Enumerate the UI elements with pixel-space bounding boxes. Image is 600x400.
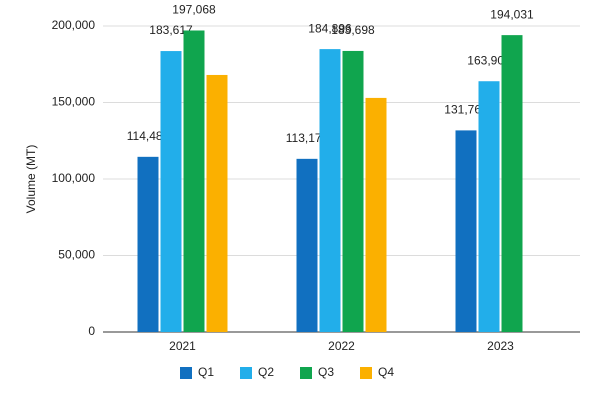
legend-swatch bbox=[300, 367, 312, 379]
bar bbox=[501, 35, 523, 332]
data-label: 163,901 bbox=[467, 53, 511, 67]
bar bbox=[183, 30, 205, 332]
data-label: 113,175 bbox=[286, 131, 329, 145]
data-label: 183,617 bbox=[149, 23, 193, 37]
bar bbox=[455, 130, 477, 332]
y-tick-label: 200,000 bbox=[52, 18, 96, 32]
y-axis-title: Volume (MT) bbox=[24, 145, 38, 214]
y-tick-label: 150,000 bbox=[52, 95, 96, 109]
bar bbox=[137, 156, 159, 332]
legend-label: Q3 bbox=[318, 365, 334, 379]
legend-swatch bbox=[180, 367, 192, 379]
data-label: 194,031 bbox=[490, 7, 534, 21]
legend-label: Q1 bbox=[198, 365, 214, 379]
legend-label: Q4 bbox=[378, 365, 394, 379]
y-tick-label: 50,000 bbox=[58, 248, 95, 262]
data-label: 183,698 bbox=[331, 23, 375, 37]
bar bbox=[365, 97, 387, 332]
legend-swatch bbox=[240, 367, 252, 379]
data-label: 184,896 bbox=[308, 21, 352, 35]
y-tick-label: 100,000 bbox=[52, 171, 96, 185]
data-label: 197,068 bbox=[172, 3, 216, 17]
legend-label: Q2 bbox=[258, 365, 274, 379]
bar bbox=[342, 50, 364, 333]
data-label: 131,766 bbox=[444, 103, 488, 117]
data-label: 114,489 bbox=[127, 129, 170, 143]
x-tick-label: 2021 bbox=[169, 339, 196, 353]
x-tick-label: 2022 bbox=[328, 339, 355, 353]
bar bbox=[296, 158, 318, 332]
bar bbox=[160, 51, 182, 333]
x-tick-label: 2023 bbox=[487, 339, 514, 353]
legend-swatch bbox=[360, 367, 372, 379]
bar bbox=[478, 81, 500, 332]
bar bbox=[319, 49, 341, 332]
bar bbox=[206, 74, 228, 333]
y-tick-label: 0 bbox=[88, 324, 95, 338]
